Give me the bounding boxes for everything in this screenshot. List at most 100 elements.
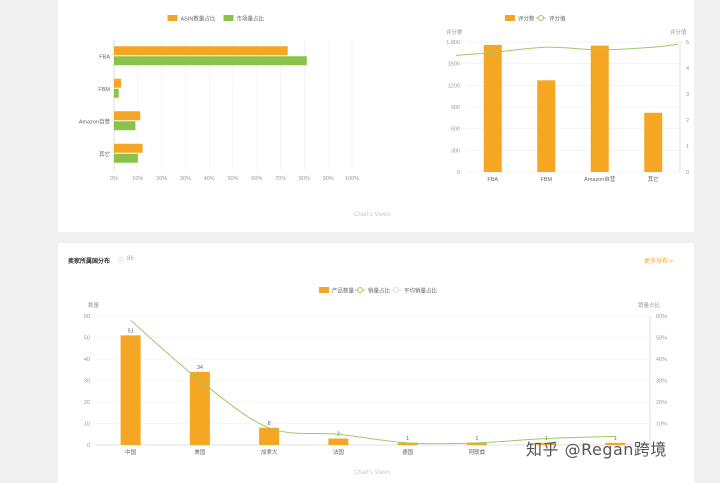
x-tick-label: 50% — [227, 176, 238, 182]
x-category-label: 德国 — [402, 448, 414, 456]
y-tick-label-left: 1200 — [448, 83, 460, 89]
y-tick-label-right: 40% — [656, 357, 667, 363]
chart-card-fulfillment: ASIN数量占比 市场量占比 0% 10% 20% 30% 40% 50% 60% 70% 80% 9… — [58, 0, 694, 232]
y-tick-label-right: 0 — [686, 170, 689, 176]
bar-data-label: 8 — [268, 421, 271, 427]
y-tick-label-left: 60 — [84, 314, 90, 320]
legend-swatch — [167, 15, 178, 21]
y-tick-label-right: 50% — [656, 336, 667, 342]
y-tick-label-right: 3 — [686, 92, 689, 98]
y-tick-label-left: 1,800 — [446, 40, 460, 46]
y-axis-title-left: 评分数 — [446, 28, 463, 36]
legend-label: 平均销量占比 — [404, 287, 438, 295]
fulfillment-share-chart: ASIN数量占比 市场量占比 0% 10% 20% 30% 40% 50% 60% 70% 80% 9… — [79, 15, 359, 183]
info-icon[interactable]: ⓘ — [118, 259, 125, 265]
y-tick-label-left: 300 — [451, 148, 460, 154]
y-tick-label-right: 30% — [656, 379, 667, 385]
y-tick-label-right: 5 — [686, 40, 689, 46]
more-distribution-link[interactable]: 更多分布 > — [644, 259, 674, 265]
y-tick-label-right: 2 — [686, 118, 689, 124]
y-category-label: 其它 — [99, 150, 110, 158]
legend-label: 产品数量 — [332, 287, 355, 295]
bar-product-count — [189, 371, 210, 445]
y-tick-label-right: 20% — [656, 400, 667, 406]
card-title: 卖家所属国分布 — [68, 259, 111, 265]
bar-rating-count — [644, 112, 663, 172]
y-category-label: FBM — [98, 87, 110, 93]
legend-swatch — [357, 287, 363, 293]
bar-product-count — [605, 442, 626, 445]
y-tick-label-left: 0 — [87, 443, 90, 449]
bar-asin-share — [114, 111, 141, 121]
y-tick-label-left: 1500 — [448, 62, 460, 68]
x-category-label: 阿联酋 — [469, 448, 486, 456]
y-tick-label-left: 40 — [84, 357, 90, 363]
bar-product-count — [259, 427, 280, 445]
y-category-label: Amazon自营 — [79, 117, 111, 125]
bar-asin-share — [114, 78, 122, 88]
y-tick-label-right: 1 — [686, 144, 689, 150]
bar-data-label: 1 — [614, 436, 617, 442]
card-subtitle: 86 — [127, 256, 134, 262]
legend-swatch — [538, 15, 544, 21]
legend-label: ASIN数量占比 — [181, 15, 216, 23]
bar-market-share — [114, 121, 136, 131]
x-category-label: 美国 — [194, 448, 206, 456]
y-tick-label-left: 30 — [84, 379, 90, 385]
x-tick-label: 0% — [110, 176, 118, 182]
legend-swatch — [505, 15, 515, 21]
x-category-label: FBM — [540, 177, 552, 183]
y-tick-label-left: 50 — [84, 336, 90, 342]
bar-market-share — [114, 56, 307, 66]
bar-product-count — [328, 438, 349, 445]
y-tick-label-left: 600 — [451, 127, 460, 133]
x-category-label: 其它 — [648, 175, 659, 183]
bar-data-label: 34 — [197, 365, 203, 371]
legend-label: 评分值 — [549, 15, 566, 23]
y-axis-title-left: 数量 — [88, 301, 100, 309]
legend-label: 销量占比 — [368, 287, 391, 295]
bar-product-count — [120, 335, 141, 445]
x-category-label: FBA — [487, 177, 498, 183]
chart-card-seller-country: 卖家所属国分布 ⓘ 86 更多分布 > 产品数量 销量占比 平均销量占比 数量 销量占比… — [58, 243, 694, 483]
legend-swatch — [393, 287, 399, 293]
x-category-label: Amazon自营 — [584, 175, 616, 183]
bar-data-label: 1 — [475, 436, 478, 442]
legend-swatch — [319, 287, 329, 293]
bar-data-label: 51 — [128, 328, 134, 334]
x-category-label: 中国 — [125, 448, 137, 456]
rating-value-line — [455, 43, 679, 56]
bar-market-share — [114, 88, 119, 98]
bar-asin-share — [114, 46, 288, 56]
y-tick-label-right: 60% — [656, 314, 667, 320]
bar-product-count — [536, 442, 557, 445]
y-tick-label-right: 0% — [656, 443, 664, 449]
chart-footer: Chart's Views — [354, 212, 391, 218]
bar-product-count — [466, 442, 487, 445]
y-axis-title-right: 评分值 — [670, 28, 687, 36]
legend-label: 评分数 — [518, 15, 535, 23]
y-tick-label-left: 20 — [84, 400, 90, 406]
y-axis-title-right: 销量占比 — [638, 301, 661, 309]
x-tick-label: 70% — [275, 176, 286, 182]
y-tick-label-right: 4 — [686, 66, 689, 72]
bar-asin-share — [114, 143, 143, 153]
x-tick-label: 20% — [156, 176, 167, 182]
x-tick-label: 30% — [180, 176, 191, 182]
x-category-label: 加拿大 — [261, 448, 278, 456]
x-tick-label: 100% — [345, 176, 359, 182]
x-category-label: 法国 — [333, 448, 345, 456]
bar-rating-count — [483, 44, 502, 173]
x-tick-label: 80% — [299, 176, 310, 182]
bar-data-label: 1 — [406, 436, 409, 442]
bar-rating-count — [537, 80, 556, 172]
legend-label: 市场量占比 — [237, 15, 265, 23]
x-tick-label: 90% — [323, 176, 334, 182]
x-tick-label: 10% — [132, 176, 143, 182]
legend-swatch — [223, 15, 234, 21]
watermark: 知乎 @Regan跨境 — [526, 440, 667, 459]
sales-share-line — [130, 319, 616, 445]
y-tick-label-left: 10 — [84, 422, 90, 428]
